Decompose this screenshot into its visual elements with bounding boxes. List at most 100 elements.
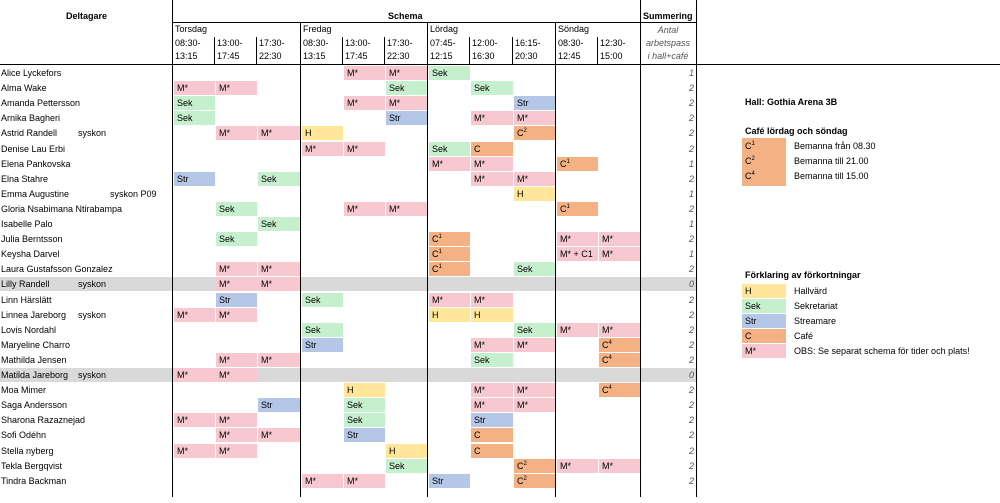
cell-code: C [602,339,609,350]
cell-superscript: 1 [566,158,570,165]
slot-start: 17:30- [387,38,413,48]
participant-name: Elena Pankovska [1,158,71,169]
shift-count: 0 [688,279,694,290]
schedule-cell: H [386,443,428,458]
abbr-legend-title: Förklaring av förkortningar [745,270,861,280]
participant-name: Emma Augustine [1,188,70,199]
shift-count: 2 [688,430,694,441]
cafe-code: C2 [745,156,755,167]
cell-superscript: 2 [523,460,527,467]
summary-sub-1: Antal [657,25,679,35]
slot-end: 17:45 [345,51,368,61]
shift-count: 2 [688,264,694,275]
header-participants: Deltagare [66,11,108,21]
schedule-cell: M* [514,171,556,186]
abbr-code: C [742,329,786,343]
cafe-code-sup: 4 [751,171,755,177]
shift-count: 2 [688,294,694,305]
schedule-cell: M* [557,322,598,337]
grid-vline [427,22,428,497]
schedule-cell: M* [514,337,556,352]
schedule-cell: M* [302,141,343,156]
schedule-cell: Str [344,428,385,443]
slot-start: 13:00- [217,38,243,48]
schedule-cell: C1 [429,247,470,262]
schedule-cell: M* [514,383,556,398]
schedule-cell: H [302,126,343,141]
schedule-cell: M* [174,413,215,428]
schedule-cell: M* [174,368,215,382]
slot-start: 08:30- [175,38,201,48]
participant-note: syskon [78,279,107,290]
schedule-cell: Sek [174,96,215,111]
cafe-code: C1 [745,141,755,152]
cell-code: C [560,203,567,214]
schedule-cell: M* [471,383,513,398]
shift-count: 1 [688,68,694,78]
participant-note: syskon [78,370,107,380]
participant-name: Laura Gustafsson Gonzalez [1,264,113,275]
shift-count: 2 [688,324,694,335]
schedule-cell: M* [344,201,385,216]
schedule-cell: Str [386,111,428,126]
schedule-cell: Sek [216,201,257,216]
schedule-cell: C2 [514,458,556,473]
abbr-text: Sekretariat [794,301,838,311]
shift-count: 2 [688,173,694,184]
slot-end: 12:45 [558,51,581,61]
schedule-cell: M* [258,262,301,277]
slot-end: 22:30 [259,51,282,61]
shift-count: 2 [688,234,694,245]
shift-count: 2 [688,354,694,365]
shift-count: 2 [688,339,694,350]
shift-count: 2 [688,83,694,94]
day-name: Lördag [430,24,459,34]
slot-start: 13:00- [345,38,371,48]
slot-end: 12:15 [430,51,453,61]
slot-end: 17:45 [217,51,240,61]
schedule-cell: M* [216,352,257,367]
schedule-cell: M* [216,443,257,458]
schedule-cell: Str [174,171,215,186]
slot-start: 12:00- [472,38,498,48]
schedule-cell: H [344,383,385,398]
cafe-legend-title: Café lördag och söndag [745,126,848,136]
schedule-cell: Str [471,413,513,428]
schedule-cell: H [514,186,556,201]
schedule-cell: M* [514,111,556,126]
cell-superscript: 4 [608,339,612,346]
cell-code: C [432,264,439,275]
cell-code: C [432,249,439,260]
schedule-cell: M* [216,262,257,277]
participant-name: Tindra Backman [1,475,67,486]
cell-code: C [602,385,609,396]
schedule-cell: Str [258,398,301,413]
slot-divider [469,37,470,64]
schedule-cell: M* [216,368,257,382]
participant-name: Matilda Jareborg [1,370,69,380]
cell-code: C [602,354,609,365]
summary-sub-2: arbetspass [645,38,691,48]
cell-code: C [517,128,524,139]
grid-vline [696,0,697,497]
shift-count: 2 [688,400,694,411]
cafe-legend-box [742,138,786,186]
abbr-text: Café [794,331,814,341]
shift-count: 2 [688,309,694,320]
schedule-cell: C2 [514,126,556,141]
cell-code: C [517,460,524,471]
schedule-cell: C [471,443,513,458]
schedule-cell: C4 [599,383,641,398]
cell-superscript: 2 [523,475,527,482]
schedule-cell: C4 [599,352,641,367]
schedule-cell: Sek [514,262,556,277]
schedule-cell: M* [302,473,343,488]
shift-count: 1 [688,158,694,169]
participant-note: syskon P09 [110,188,157,199]
slot-divider [342,37,343,64]
shift-count: 2 [688,143,694,154]
cell-superscript: 1 [566,203,570,210]
participant-name: Keysha Darvel [1,249,60,260]
participant-name: Elna Stahre [1,173,49,184]
schedule-cell: M* [386,201,428,216]
